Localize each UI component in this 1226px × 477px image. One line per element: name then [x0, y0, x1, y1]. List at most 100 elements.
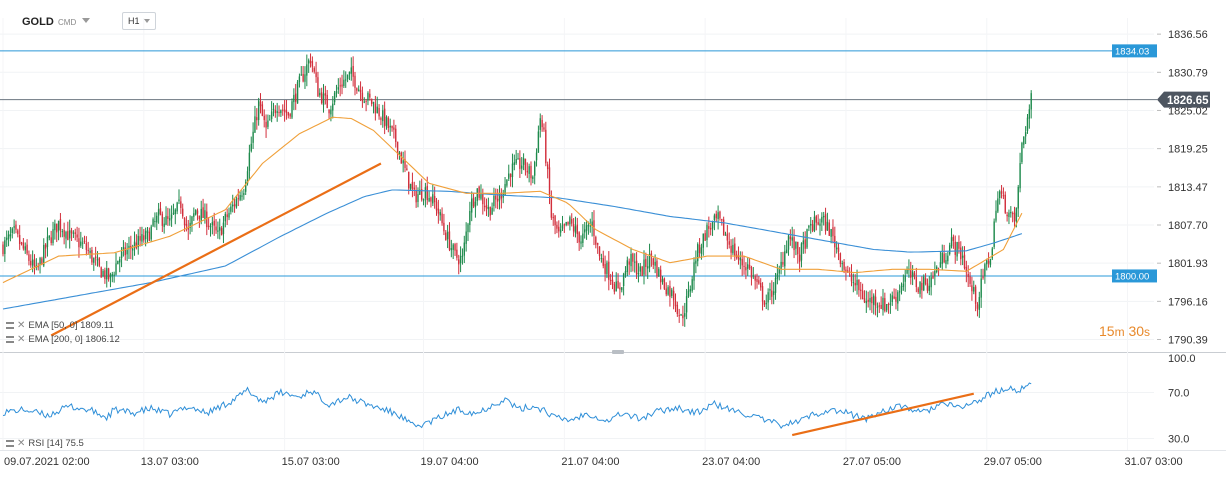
- candle-body: [806, 229, 808, 248]
- y-tick-label: 1807.70: [1168, 220, 1208, 232]
- candle-body: [491, 207, 493, 215]
- candle-body: [1024, 132, 1027, 137]
- candle-body: [206, 211, 208, 228]
- candle-body: [433, 196, 436, 203]
- candle-body: [194, 209, 197, 215]
- candle-body: [424, 187, 427, 199]
- candle-body: [524, 158, 527, 171]
- candle-body: [2, 244, 4, 255]
- candle-body: [519, 158, 521, 169]
- candle-body: [600, 257, 603, 259]
- candle-body: [635, 260, 638, 275]
- x-tick-label: 09.07.2021 02:00: [4, 456, 90, 468]
- close-icon[interactable]: ✕: [17, 438, 26, 449]
- rsi-line[interactable]: [2, 382, 1032, 429]
- candle-body: [776, 273, 779, 279]
- candle-body: [228, 212, 230, 218]
- symbol-dropdown-icon[interactable]: [82, 18, 90, 23]
- candle-body: [685, 296, 688, 313]
- candle-body: [804, 239, 806, 249]
- settings-icon[interactable]: [6, 440, 14, 447]
- candle-body: [997, 198, 999, 212]
- candle-body: [306, 64, 308, 76]
- close-icon[interactable]: ✕: [17, 320, 26, 331]
- timeframe-select[interactable]: H1: [122, 12, 156, 30]
- x-tick-label: 31.07 03:00: [1125, 456, 1183, 468]
- candle-body: [785, 249, 788, 254]
- candle-body: [758, 280, 760, 284]
- candle-body: [793, 237, 795, 251]
- candle-body: [18, 235, 21, 245]
- candle-body: [487, 207, 490, 210]
- candle-body: [191, 216, 193, 225]
- settings-icon[interactable]: [6, 336, 14, 343]
- candle-body: [483, 205, 486, 207]
- candle-body: [161, 213, 164, 226]
- candle-body: [687, 290, 690, 297]
- candle-body: [1010, 211, 1012, 214]
- candle-body: [33, 259, 36, 268]
- candle-body: [219, 227, 221, 231]
- y-tick-label: 1801.93: [1168, 258, 1208, 270]
- candle-body: [672, 290, 675, 301]
- candle-body: [641, 266, 643, 276]
- candle-body: [365, 100, 367, 102]
- candle-body: [532, 176, 534, 179]
- candle-body: [115, 263, 117, 275]
- candle-body: [237, 198, 239, 200]
- candle-body: [439, 212, 441, 216]
- price-trendline[interactable]: [50, 162, 382, 337]
- candle-body: [869, 297, 871, 303]
- candle-body: [13, 226, 15, 228]
- candle-body: [289, 114, 291, 117]
- ema50-line[interactable]: [2, 116, 1023, 284]
- candle-body: [346, 74, 349, 80]
- candle-body: [85, 243, 88, 250]
- candle-body: [313, 68, 315, 72]
- candle-body: [880, 304, 882, 309]
- candle-body: [580, 241, 582, 244]
- candle-body: [558, 226, 560, 232]
- candle-body: [307, 60, 310, 64]
- candle-body: [131, 248, 134, 251]
- candle-body: [472, 197, 475, 207]
- candle-body: [57, 220, 60, 231]
- candle-body: [1000, 191, 1003, 194]
- candle-body: [747, 264, 749, 269]
- candle-body: [763, 301, 766, 305]
- candle-body: [74, 232, 76, 234]
- candle-body: [107, 268, 110, 280]
- candle-body: [861, 290, 864, 300]
- candle-body: [24, 246, 26, 251]
- candle-body: [926, 283, 929, 291]
- candle-body: [980, 278, 982, 298]
- candle-body: [567, 221, 569, 225]
- candle-body: [871, 296, 873, 304]
- candle-body: [422, 198, 425, 201]
- close-icon[interactable]: ✕: [17, 334, 26, 345]
- candle-body: [615, 281, 617, 292]
- candle-body: [569, 217, 571, 225]
- candle-body: [1023, 136, 1025, 145]
- settings-icon[interactable]: [6, 322, 14, 329]
- candle-body: [156, 215, 158, 223]
- candle-body: [826, 221, 829, 231]
- candle-body: [172, 212, 175, 214]
- candle-body: [941, 252, 943, 264]
- ema200-line[interactable]: [2, 189, 1023, 310]
- candle-body: [963, 254, 966, 269]
- rsi-tick-label: 100.0: [1168, 353, 1196, 365]
- candle-body: [185, 223, 188, 227]
- candle-body: [984, 264, 986, 277]
- candle-body: [517, 158, 519, 160]
- candle-body: [261, 104, 264, 116]
- symbol-label[interactable]: GOLD: [22, 16, 54, 28]
- candle-body: [52, 229, 54, 244]
- pane-resize-handle[interactable]: [612, 350, 624, 354]
- candle-body: [813, 216, 816, 232]
- candle-body: [380, 118, 382, 120]
- rsi-trendline[interactable]: [791, 392, 975, 437]
- candle-body: [884, 298, 886, 312]
- candle-body: [634, 261, 636, 263]
